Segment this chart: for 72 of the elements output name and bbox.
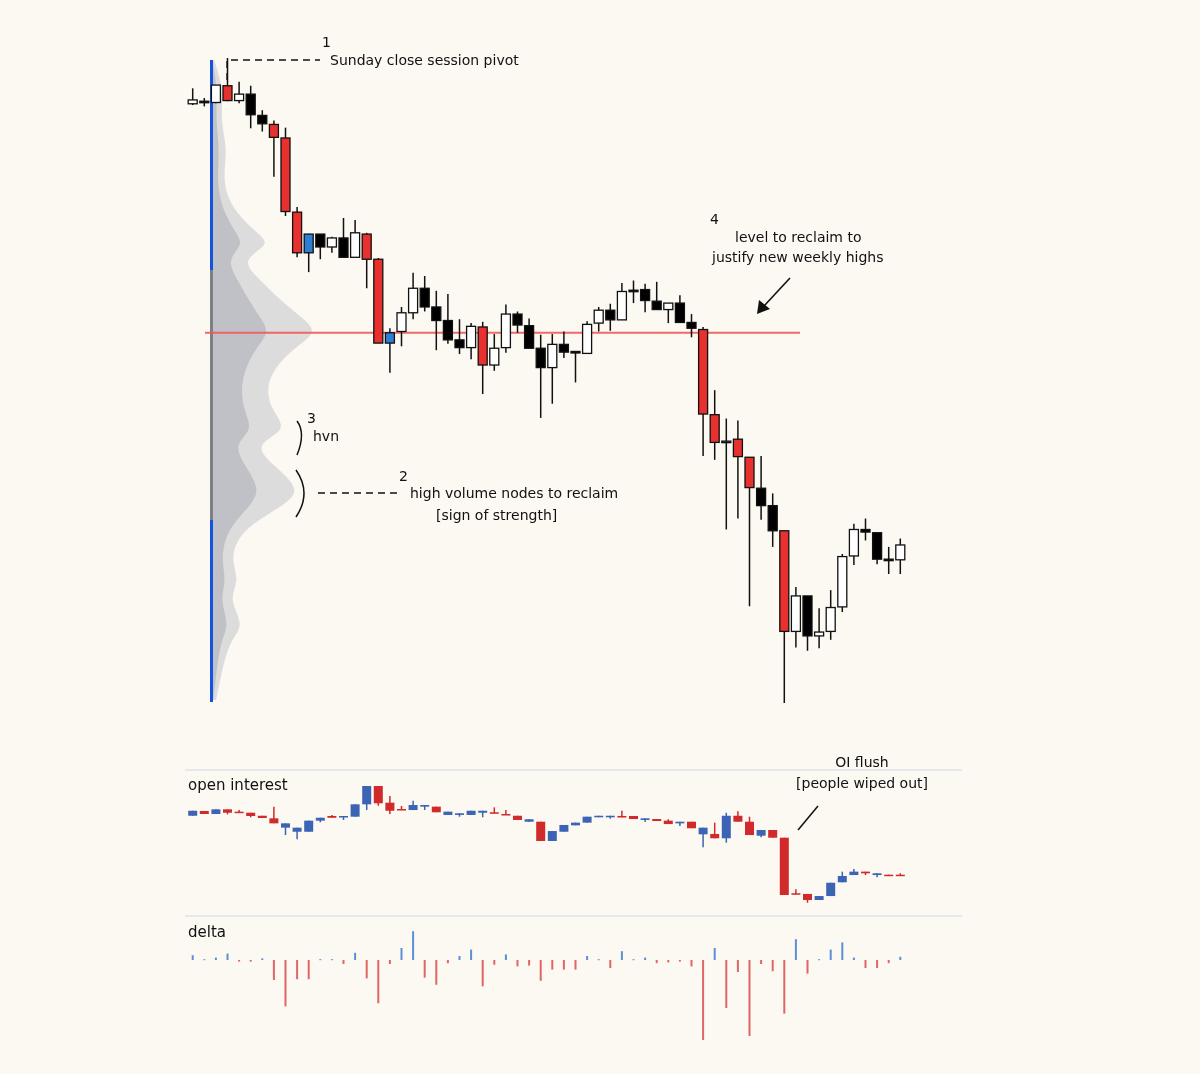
candlestick [721, 811, 731, 844]
chart-title: delta [188, 923, 226, 941]
annotation: 3 [307, 410, 316, 426]
candlestick [373, 785, 383, 807]
bar [551, 960, 554, 970]
candlestick [732, 419, 744, 520]
annotation: 4 [710, 211, 719, 227]
bar [458, 956, 461, 960]
bar [388, 960, 391, 964]
chart-title: open interest [188, 776, 288, 794]
bar [899, 956, 902, 960]
bar [794, 939, 797, 960]
bar [191, 955, 194, 960]
bar [272, 960, 275, 980]
text: 1 [322, 34, 331, 50]
bar [423, 960, 426, 978]
bar [864, 960, 867, 968]
bar [806, 960, 809, 974]
bar [620, 951, 623, 960]
bar [841, 942, 844, 960]
bar [365, 960, 368, 979]
bar [562, 960, 565, 970]
candlestick [791, 888, 801, 896]
bar [574, 960, 577, 970]
bar [307, 960, 310, 980]
bar [829, 949, 832, 960]
annotation: hvn [313, 428, 340, 444]
bar [377, 960, 380, 1004]
candlestick [755, 455, 767, 521]
bar [342, 960, 345, 964]
annotation: justify new weekly highs [711, 249, 884, 265]
bar [876, 960, 879, 968]
bar [771, 960, 774, 972]
bar [226, 953, 229, 960]
bar [493, 960, 496, 965]
bar [760, 960, 763, 964]
bar [609, 960, 612, 968]
annotation: Sunday close session pivot [330, 52, 520, 68]
candlestick [257, 109, 268, 133]
bar [435, 960, 438, 985]
bar [713, 948, 716, 960]
bar [284, 960, 287, 1007]
bar [516, 960, 519, 967]
bar [725, 960, 728, 1008]
bar [296, 960, 299, 980]
bar [783, 960, 786, 1014]
bar [354, 952, 357, 960]
bar [748, 960, 751, 1036]
annotation: 2 [399, 468, 408, 484]
bar [690, 960, 693, 967]
bar [887, 960, 890, 964]
bar [539, 960, 542, 981]
annotation: [sign of strength] [436, 507, 558, 523]
candlestick [501, 809, 511, 816]
annotation: [people wiped out] [796, 775, 928, 791]
bar [400, 948, 403, 960]
bar [446, 960, 449, 964]
text: OI flush [835, 754, 889, 770]
candlestick [245, 84, 256, 130]
bar [528, 960, 531, 966]
candlestick [362, 785, 372, 811]
annotation: high volume nodes to reclaim [410, 485, 619, 501]
bar [702, 960, 705, 1040]
bar [655, 960, 658, 964]
bar [481, 960, 484, 987]
bar [470, 949, 473, 960]
bar [586, 956, 589, 960]
annotation: level to reclaim to [735, 229, 862, 245]
bar [504, 954, 507, 960]
candlestick [384, 327, 396, 374]
bar [736, 960, 739, 972]
bar [412, 931, 415, 960]
